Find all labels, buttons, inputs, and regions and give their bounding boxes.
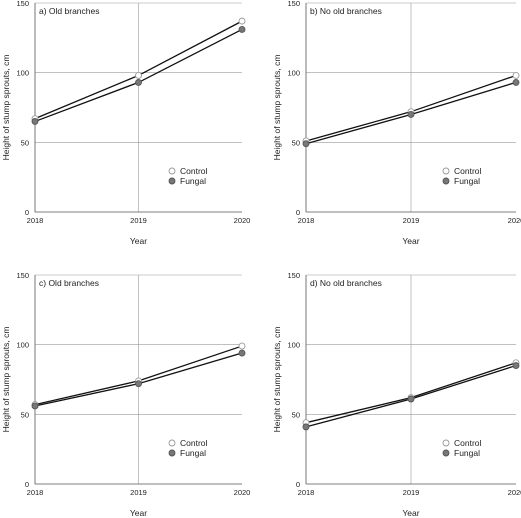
x-tick-label: 2019 (130, 488, 147, 497)
x-tick-label: 2019 (130, 216, 147, 225)
x-tick-label: 2019 (403, 488, 420, 497)
x-tick-label: 2018 (27, 488, 44, 497)
data-point-fungal (407, 111, 415, 118)
legend-marker-fungal (168, 177, 176, 185)
y-tick-label: 100 (287, 69, 300, 78)
legend-marker-fungal (168, 449, 176, 457)
data-point-control (512, 72, 520, 79)
x-axis-label: Year (402, 236, 419, 246)
y-tick-label: 150 (16, 0, 29, 8)
legend-label-fungal: Fungal (180, 176, 206, 186)
legend-label-control: Control (180, 438, 208, 448)
legend-marker-fungal (442, 449, 450, 457)
legend-label-control: Control (454, 166, 482, 176)
panel-title: a) Old branches (39, 6, 99, 16)
data-point-control (135, 72, 142, 79)
legend-marker-control (168, 439, 176, 447)
y-tick-label: 50 (21, 410, 29, 419)
legend-label-control: Control (454, 438, 482, 448)
x-tick-label: 2020 (234, 488, 251, 497)
chart-panel-2: 0 50 100 150 2018 2019 2020 b) No old branches Y… (272, 0, 521, 246)
y-axis-label: Height of stump sprouts, cm (272, 327, 282, 433)
y-tick-label: 100 (16, 341, 29, 350)
x-tick-label: 2020 (508, 488, 521, 497)
x-tick-label: 2018 (27, 216, 44, 225)
chart-panel-1: 0 50 100 150 2018 2019 2020 a) Old branches Year… (1, 0, 250, 246)
y-tick-label: 150 (287, 0, 300, 8)
legend-marker-fungal (442, 177, 450, 185)
x-tick-label: 2018 (298, 216, 315, 225)
data-point-fungal (31, 117, 39, 125)
x-tick-label: 2020 (234, 216, 251, 225)
x-tick-label: 2018 (298, 488, 315, 497)
data-point-fungal (512, 78, 520, 86)
panel-title: d) No old branches (310, 278, 382, 288)
x-tick-label: 2019 (403, 216, 420, 225)
data-point-fungal (512, 362, 520, 370)
legend-marker-control (442, 439, 450, 447)
y-tick-label: 150 (287, 271, 300, 280)
legend-marker-control (168, 167, 176, 175)
data-point-fungal (135, 380, 142, 388)
y-tick-label: 0 (296, 480, 300, 489)
x-axis-label: Year (130, 236, 147, 246)
y-tick-label: 0 (296, 208, 300, 217)
data-point-fungal (31, 402, 39, 410)
data-point-fungal (407, 395, 415, 403)
y-tick-label: 0 (25, 208, 29, 217)
y-axis-label: Height of stump sprouts, cm (1, 327, 11, 433)
x-axis-label: Year (130, 508, 147, 518)
panel-title: c) Old branches (39, 278, 99, 288)
y-axis-label: Height of stump sprouts, cm (1, 55, 11, 161)
panel-title: b) No old branches (310, 6, 382, 16)
data-point-fungal (302, 423, 310, 431)
y-axis-label: Height of stump sprouts, cm (272, 55, 282, 161)
x-tick-label: 2020 (508, 216, 521, 225)
legend-label-fungal: Fungal (454, 448, 480, 458)
y-tick-label: 50 (21, 138, 29, 147)
legend-label-fungal: Fungal (454, 176, 480, 186)
y-tick-label: 50 (292, 410, 300, 419)
y-tick-label: 100 (287, 341, 300, 350)
data-point-fungal (238, 26, 246, 33)
data-point-control (238, 17, 246, 25)
y-tick-label: 150 (16, 271, 29, 280)
y-tick-label: 0 (25, 480, 29, 489)
y-tick-label: 50 (292, 138, 300, 147)
chart-panel-4: 0 50 100 150 2018 2019 2020 d) No old branches Y… (272, 271, 521, 518)
legend-marker-control (442, 167, 450, 175)
data-point-fungal (238, 349, 246, 357)
chart-panel-3: 0 50 100 150 2018 2019 2020 c) Old branches Year… (1, 271, 250, 518)
x-axis-label: Year (402, 508, 419, 518)
data-point-fungal (302, 140, 310, 148)
data-point-control (238, 342, 246, 350)
y-tick-label: 100 (16, 69, 29, 78)
legend-label-control: Control (180, 166, 208, 176)
data-point-fungal (135, 78, 142, 86)
legend-label-fungal: Fungal (180, 448, 206, 458)
